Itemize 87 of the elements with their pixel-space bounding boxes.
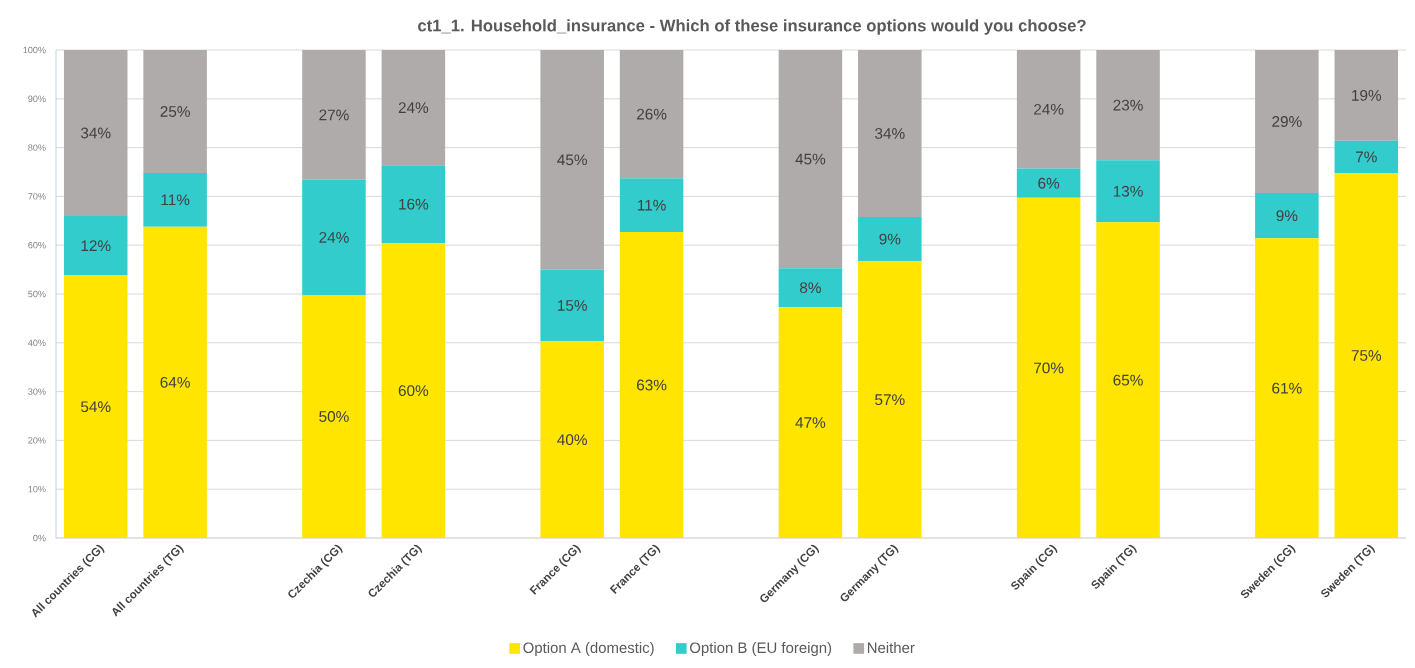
data-label: 8% <box>799 282 821 294</box>
y-tick-label: 30% <box>28 388 46 395</box>
y-tick-label: 10% <box>28 485 46 493</box>
bar <box>540 269 604 342</box>
y-tick-label: 0% <box>33 534 46 542</box>
data-label: 24% <box>1034 103 1064 115</box>
chart-title: ct1_1. Household_insurance - Which of these insurance options would you choose? <box>418 19 1086 35</box>
data-label: 7% <box>1355 151 1377 163</box>
data-label: 15% <box>558 300 587 311</box>
bar <box>619 50 684 179</box>
data-label: 11% <box>637 199 666 211</box>
data-label: 61% <box>1272 382 1302 394</box>
data-label: 12% <box>81 240 111 252</box>
bar <box>540 341 604 538</box>
data-label: 27% <box>319 109 349 121</box>
bar <box>778 50 843 269</box>
y-tick-label: 80% <box>28 144 46 151</box>
bar <box>381 165 446 244</box>
data-label: 75% <box>1351 350 1382 361</box>
bar <box>778 307 843 538</box>
bar <box>381 243 446 538</box>
y-tick-label: 40% <box>28 339 46 346</box>
data-label: 47% <box>795 417 826 428</box>
bar <box>1334 50 1399 141</box>
bar <box>619 178 684 233</box>
data-label: 63% <box>637 379 667 391</box>
bar <box>381 50 446 166</box>
bar <box>1016 50 1081 169</box>
data-label: 45% <box>557 154 587 166</box>
bar <box>858 261 922 538</box>
data-label: 54% <box>80 401 111 413</box>
y-tick-label: 20% <box>28 437 46 444</box>
bar <box>1016 197 1081 538</box>
data-label: 19% <box>1352 89 1382 101</box>
bar <box>1255 238 1319 538</box>
data-label: 70% <box>1034 362 1064 374</box>
bar <box>1334 140 1399 173</box>
bar <box>540 50 604 270</box>
y-tick-label: 60% <box>28 241 46 249</box>
data-label: 65% <box>1113 374 1143 386</box>
data-label: 25% <box>160 106 190 117</box>
data-label: 24% <box>319 231 349 243</box>
bar <box>302 294 366 538</box>
bar <box>1096 50 1160 161</box>
bar <box>858 50 922 217</box>
bar <box>1255 192 1319 239</box>
bar <box>143 226 207 538</box>
legend-label: Option B (EU foreign) <box>690 642 832 656</box>
data-label: 57% <box>875 394 905 406</box>
bar <box>778 268 843 308</box>
y-tick-label: 50% <box>28 290 46 298</box>
data-label: 50% <box>319 411 349 422</box>
data-label: 45% <box>795 153 826 165</box>
bar <box>619 232 684 538</box>
bar <box>63 215 128 276</box>
bar <box>1016 168 1081 198</box>
data-label: 23% <box>1113 99 1143 111</box>
bar <box>302 50 366 180</box>
data-label: 64% <box>160 376 190 388</box>
bar <box>1096 160 1160 223</box>
data-label: 24% <box>398 102 429 113</box>
data-label: 34% <box>875 128 905 139</box>
data-label: 9% <box>1276 210 1298 222</box>
legend-label: Option A (domestic) <box>523 642 654 656</box>
data-label: 26% <box>637 108 667 120</box>
bar <box>63 275 128 538</box>
bar <box>63 50 128 216</box>
bar <box>1096 222 1160 538</box>
data-label: 40% <box>557 434 587 446</box>
data-label: 16% <box>399 198 429 210</box>
data-label: 60% <box>398 385 429 397</box>
y-tick-label: 90% <box>28 95 46 102</box>
bar <box>143 172 207 227</box>
y-tick-label: 100% <box>23 46 46 54</box>
data-label: 34% <box>80 127 111 139</box>
data-label: 29% <box>1272 116 1302 127</box>
data-label: 11% <box>161 194 190 206</box>
bar <box>1334 172 1399 538</box>
bar <box>858 216 922 262</box>
bar <box>1255 50 1319 193</box>
legend-label: Neither <box>867 642 915 654</box>
data-label: 9% <box>879 233 901 245</box>
bar <box>302 179 366 295</box>
data-label: 13% <box>1113 185 1143 197</box>
bar <box>143 50 207 173</box>
data-label: 6% <box>1038 177 1060 189</box>
y-tick-label: 70% <box>28 193 46 200</box>
